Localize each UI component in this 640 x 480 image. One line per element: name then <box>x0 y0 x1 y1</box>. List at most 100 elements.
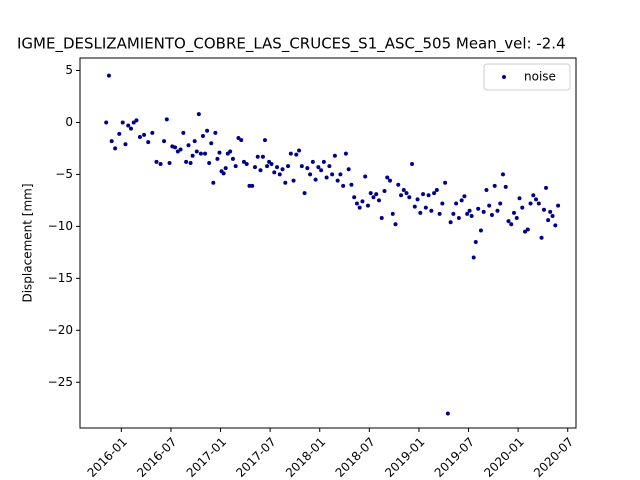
data-point <box>506 219 511 224</box>
data-point <box>462 194 467 199</box>
chart-title: IGME_DESLIZAMIENTO_COBRE_LAS_CRUCES_S1_A… <box>17 35 566 54</box>
data-point <box>247 183 252 188</box>
legend-marker <box>502 75 506 79</box>
data-point <box>429 208 434 213</box>
data-point <box>313 177 318 182</box>
data-point <box>272 170 277 175</box>
data-point <box>167 160 172 165</box>
data-point <box>487 203 492 208</box>
y-tick-label: 0 <box>65 115 73 129</box>
data-point <box>196 112 201 117</box>
data-point <box>250 183 255 188</box>
data-point <box>305 166 310 171</box>
data-point <box>200 133 205 138</box>
data-point <box>126 123 131 128</box>
data-point <box>188 160 193 165</box>
y-tick-label: 5 <box>65 63 73 77</box>
y-tick-label: −5 <box>55 167 73 181</box>
data-point <box>451 211 456 216</box>
data-point <box>330 172 335 177</box>
data-point <box>423 205 428 210</box>
data-point <box>445 411 450 416</box>
data-point <box>410 162 415 167</box>
data-point <box>531 193 536 198</box>
data-point <box>294 152 299 157</box>
data-point <box>376 198 381 203</box>
data-point <box>288 151 293 156</box>
data-point <box>528 201 533 206</box>
data-point <box>500 172 505 177</box>
data-point <box>399 193 404 198</box>
x-tick-label: 2020-01 <box>481 435 526 480</box>
data-point <box>509 222 514 227</box>
data-point <box>194 149 199 154</box>
data-point <box>211 180 216 185</box>
y-tick-label: −20 <box>48 323 73 337</box>
data-point <box>534 197 539 202</box>
data-point <box>109 139 114 144</box>
x-tick-label: 2018-07 <box>333 435 378 480</box>
data-point <box>426 193 431 198</box>
data-point <box>113 146 118 151</box>
data-point <box>162 139 167 144</box>
data-point <box>178 147 183 152</box>
data-point <box>205 128 210 133</box>
data-point <box>476 206 481 211</box>
data-point <box>415 197 420 202</box>
data-point <box>299 164 304 169</box>
y-tick-label: −25 <box>48 375 73 389</box>
data-point <box>412 204 417 209</box>
data-point <box>401 187 406 192</box>
x-tick-label: 2019-07 <box>432 435 477 480</box>
data-point <box>142 132 147 137</box>
data-point <box>341 183 346 188</box>
data-point <box>354 201 359 206</box>
data-point <box>418 210 423 215</box>
data-point <box>223 166 228 171</box>
data-point <box>517 196 522 201</box>
data-point <box>371 195 376 200</box>
data-point <box>379 216 384 221</box>
data-point <box>150 130 155 135</box>
data-point <box>310 159 315 164</box>
data-point <box>236 136 241 141</box>
y-axis-label: Displacement [mm] <box>21 183 35 302</box>
data-point <box>181 130 186 135</box>
data-point <box>297 148 302 153</box>
data-point <box>343 151 348 156</box>
data-point <box>443 180 448 185</box>
data-point <box>503 184 508 189</box>
x-tick-label: 2019-01 <box>382 435 427 480</box>
data-point <box>346 167 351 172</box>
data-point <box>244 162 249 167</box>
data-point <box>498 201 503 206</box>
x-tick-label: 2017-07 <box>233 435 278 480</box>
data-point <box>484 187 489 192</box>
data-point <box>385 175 390 180</box>
data-point <box>541 207 546 212</box>
data-point <box>190 153 195 158</box>
data-point <box>332 153 337 158</box>
data-point <box>192 139 197 144</box>
data-point <box>131 120 136 125</box>
data-point <box>536 201 541 206</box>
data-point <box>128 126 133 131</box>
data-point <box>512 210 516 215</box>
x-tick-label: 2016-07 <box>134 435 179 480</box>
data-point <box>120 120 125 125</box>
data-point <box>520 205 525 210</box>
data-point <box>207 160 212 165</box>
data-point <box>213 130 218 135</box>
data-point <box>382 189 387 194</box>
data-point <box>525 227 530 232</box>
data-point <box>269 162 274 167</box>
data-point <box>104 120 109 125</box>
data-point <box>434 187 439 192</box>
data-point <box>241 159 246 164</box>
data-point <box>260 154 265 159</box>
data-point <box>217 150 222 155</box>
data-point <box>363 174 368 179</box>
data-point <box>324 175 329 180</box>
data-point <box>228 149 233 154</box>
data-point <box>230 156 235 161</box>
